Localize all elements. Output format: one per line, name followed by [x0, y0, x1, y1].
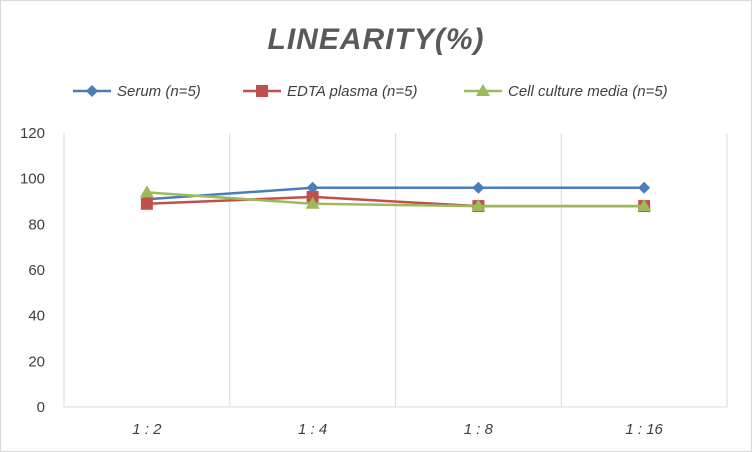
legend-marker — [256, 85, 268, 97]
y-tick-label: 40 — [28, 308, 45, 325]
legend-marker — [476, 84, 490, 96]
data-point-marker — [638, 181, 651, 194]
data-point-marker — [471, 199, 486, 212]
y-tick-label: 100 — [20, 171, 45, 188]
data-point-marker — [139, 185, 154, 198]
chart-title: LINEARITY(%) — [268, 23, 485, 56]
plot-grid — [63, 133, 728, 408]
legend-item: Serum (n=5) — [73, 83, 201, 100]
y-axis: 0 20 40 60 80 100 120 — [20, 125, 45, 416]
data-point-marker — [637, 199, 652, 212]
data-point-marker — [306, 181, 319, 194]
legend-label: Serum (n=5) — [117, 83, 201, 100]
legend-label: EDTA plasma (n=5) — [287, 83, 417, 100]
series-triangle — [139, 185, 652, 212]
series-line — [146, 191, 645, 208]
data-point-marker — [140, 197, 153, 210]
series-group — [139, 181, 652, 213]
legend: Serum (n=5) EDTA plasma (n=5) Cell culture… — [73, 83, 668, 100]
x-tick-label: 1 : 16 — [625, 421, 663, 438]
data-point-marker — [472, 181, 485, 194]
x-tick-label: 1 : 2 — [132, 421, 162, 438]
y-tick-label: 20 — [28, 353, 45, 370]
y-tick-label: 60 — [28, 262, 45, 279]
data-point-marker — [305, 196, 320, 209]
legend-label: Cell culture media (n=5) — [508, 83, 668, 100]
legend-item: Cell culture media (n=5) — [464, 83, 668, 100]
x-tick-label: 1 : 8 — [464, 421, 494, 438]
legend-marker — [86, 85, 98, 97]
x-tick-label: 1 : 4 — [298, 421, 327, 438]
y-tick-label: 0 — [37, 399, 45, 416]
legend-item: EDTA plasma (n=5) — [243, 83, 417, 100]
y-tick-label: 80 — [28, 216, 45, 233]
series-line — [146, 186, 645, 201]
x-axis: 1 : 2 1 : 4 1 : 8 1 : 16 — [132, 421, 663, 438]
y-tick-label: 120 — [20, 125, 45, 142]
